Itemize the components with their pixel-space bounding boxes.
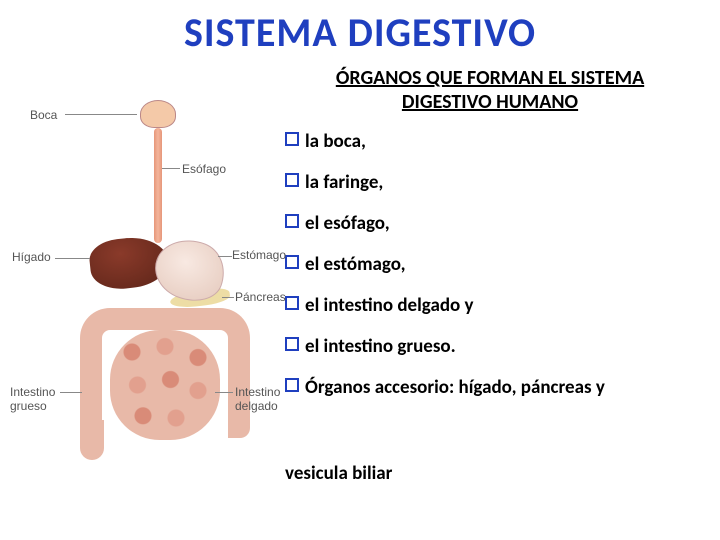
small-intestine-shape — [110, 330, 220, 440]
label-higado: Hígado — [12, 250, 51, 264]
leader-line — [55, 258, 90, 259]
list-item: la boca, — [285, 130, 705, 153]
list-item: el intestino grueso. — [285, 335, 705, 358]
list-item-label: el intestino delgado y — [305, 294, 474, 317]
final-line: vesicula biliar — [285, 462, 392, 485]
mouth-shape — [140, 100, 176, 128]
list-item: el estómago, — [285, 253, 705, 276]
large-intestine-bottom — [80, 420, 104, 460]
page-title: SISTEMA DIGESTIVO — [0, 8, 720, 57]
leader-line — [65, 114, 137, 115]
leader-line — [60, 392, 82, 393]
leader-line — [215, 392, 233, 393]
list-item-label: la boca, — [305, 130, 366, 153]
label-intestino-delgado-2: delgado — [235, 399, 278, 413]
label-intestino-grueso-2: grueso — [10, 399, 47, 413]
square-bullet-icon — [285, 296, 299, 310]
list-item-label: el intestino grueso. — [305, 335, 456, 358]
label-intestino-grueso: Intestino — [10, 385, 55, 399]
esophagus-shape — [154, 128, 162, 243]
leader-line — [222, 297, 234, 298]
square-bullet-icon — [285, 132, 299, 146]
label-boca: Boca — [30, 108, 57, 122]
leader-line — [162, 168, 180, 169]
label-estomago: Estómago — [232, 248, 286, 262]
digestive-diagram: Boca Esófago Hígado Estómago Páncreas In… — [10, 90, 280, 510]
square-bullet-icon — [285, 378, 299, 392]
leader-line — [218, 256, 232, 257]
list-item-label: la faringe, — [305, 171, 383, 194]
square-bullet-icon — [285, 173, 299, 187]
subtitle: ÓRGANOS QUE FORMAN EL SISTEMA DIGESTIVO … — [290, 66, 690, 114]
square-bullet-icon — [285, 337, 299, 351]
list-item: Órganos accesorio: hígado, páncreas y — [285, 376, 705, 399]
organ-list: la boca, la faringe, el esófago, el estó… — [285, 130, 705, 417]
list-item: el intestino delgado y — [285, 294, 705, 317]
list-item-label: Órganos accesorio: hígado, páncreas y — [305, 376, 605, 399]
label-esofago: Esófago — [182, 162, 226, 176]
label-pancreas: Páncreas — [235, 290, 286, 304]
list-item-label: el estómago, — [305, 253, 406, 276]
list-item: el esófago, — [285, 212, 705, 235]
list-item-label: el esófago, — [305, 212, 390, 235]
label-intestino-delgado: Intestino — [235, 385, 280, 399]
square-bullet-icon — [285, 255, 299, 269]
square-bullet-icon — [285, 214, 299, 228]
list-item: la faringe, — [285, 171, 705, 194]
